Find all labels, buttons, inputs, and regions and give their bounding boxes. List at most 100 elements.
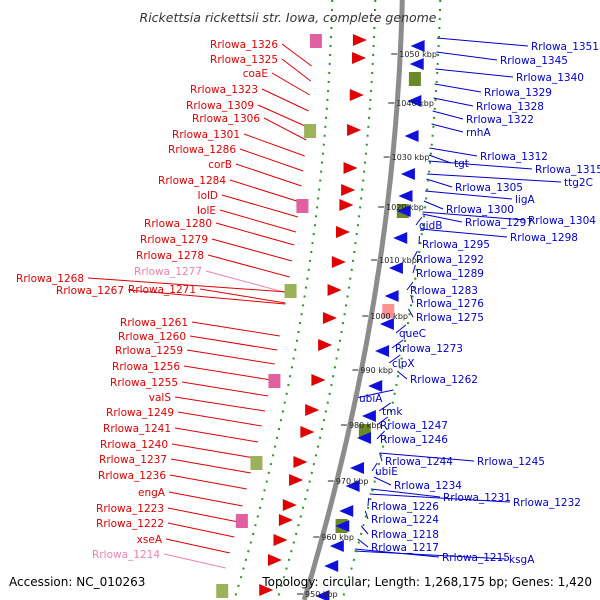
gene-label-right[interactable]: Rrlowa_1217 xyxy=(371,542,439,554)
gene-label-left[interactable]: Rrlowa_1284 xyxy=(158,175,226,187)
gene-label-left[interactable]: Rrlowa_1301 xyxy=(172,129,240,141)
gene-label-left[interactable]: xseA xyxy=(137,534,163,546)
gene-label-right[interactable]: Rrlowa_1247 xyxy=(380,420,448,432)
gene-label-left[interactable]: Rrlowa_1268 xyxy=(16,273,84,285)
gene-label-right[interactable]: Rrlowa_1232 xyxy=(513,497,581,509)
gene-label-right[interactable]: Rrlowa_1226 xyxy=(371,501,439,513)
gene-label-right[interactable]: Rrlowa_1315 xyxy=(535,164,600,176)
gene-label-left[interactable]: engA xyxy=(138,487,166,499)
right-label-connector xyxy=(424,190,513,200)
right-label-connector xyxy=(412,250,418,260)
accession-text: Accession: NC_010263 xyxy=(9,575,145,589)
gene-label-left[interactable]: Rrlowa_1236 xyxy=(98,470,166,482)
gene-label-right[interactable]: Rrlowa_1218 xyxy=(371,529,439,541)
gene-label-right[interactable]: Rrlowa_1262 xyxy=(410,374,478,386)
gene-label-right[interactable]: Rrlowa_1273 xyxy=(395,343,463,355)
gene-label-left[interactable]: Rrlowa_1323 xyxy=(190,84,258,96)
gene-label-right[interactable]: Rrlowa_1246 xyxy=(380,434,448,446)
left-label-connector xyxy=(168,491,243,507)
gene-label-left[interactable]: Rrlowa_1261 xyxy=(120,317,188,329)
right-label-connector xyxy=(426,173,562,183)
left-label-connector xyxy=(219,209,297,233)
left-label-connector xyxy=(281,58,312,82)
forward-gene-arrow xyxy=(341,184,356,196)
gene-label-right[interactable]: Rrlowa_1305 xyxy=(455,182,523,194)
gene-label-left[interactable]: Rrlowa_1214 xyxy=(92,549,160,561)
gene-label-right[interactable]: Rrlowa_1295 xyxy=(422,239,490,251)
gene-label-right[interactable]: Rrlowa_1292 xyxy=(416,254,484,266)
forward-gene-arrow xyxy=(349,89,364,101)
gene-label-left[interactable]: IolE xyxy=(197,205,216,217)
forward-gene-arrow xyxy=(311,374,326,386)
gene-label-left[interactable]: Rrlowa_1267 xyxy=(56,285,124,297)
gene-label-left[interactable]: Rrlowa_1241 xyxy=(103,423,171,435)
gene-label-left[interactable]: Rrlowa_1222 xyxy=(96,518,164,530)
forward-gene-arrow xyxy=(327,284,342,296)
gene-label-right[interactable]: Rrlowa_1224 xyxy=(371,514,439,526)
gene-label-left[interactable]: Rrlowa_1286 xyxy=(168,144,236,156)
gene-label-left[interactable]: Rrlowa_1259 xyxy=(115,345,183,357)
gene-label-right[interactable]: Rrlowa_1276 xyxy=(416,298,484,310)
gene-label-right[interactable]: tmk xyxy=(382,406,403,418)
right-label-connector xyxy=(412,264,416,274)
gene-label-left[interactable]: IolD xyxy=(197,190,218,202)
gene-label-left[interactable]: Rrlowa_1309 xyxy=(186,100,254,112)
gene-label-right[interactable]: Rrlowa_1275 xyxy=(416,312,484,324)
gene-label-right[interactable]: ubiE xyxy=(375,466,398,478)
gene-label-right[interactable]: Rrlowa_1244 xyxy=(385,456,453,468)
gene-label-right[interactable]: Rrlowa_1304 xyxy=(528,215,596,227)
gene-label-left[interactable]: Rrlowa_1279 xyxy=(140,234,208,246)
right-label-connector xyxy=(369,493,511,503)
gene-label-left[interactable]: coaE xyxy=(243,68,268,80)
gene-label-left[interactable]: Rrlowa_1255 xyxy=(110,377,178,389)
gene-features xyxy=(216,34,425,600)
gene-label-right[interactable]: tgt xyxy=(454,158,469,170)
gene-label-right[interactable]: ksgA xyxy=(509,554,535,566)
gene-label-left[interactable]: Rrlowa_1237 xyxy=(99,454,167,466)
cog-category-block xyxy=(216,584,229,598)
gene-label-right[interactable]: Rrlowa_1297 xyxy=(465,217,533,229)
gene-label-left[interactable]: corB xyxy=(208,159,232,171)
gene-label-left[interactable]: Rrlowa_1256 xyxy=(112,361,180,373)
gene-label-left[interactable]: Rrlowa_1280 xyxy=(144,218,212,230)
right-label-connector xyxy=(379,452,383,462)
gene-label-left[interactable]: Rrlowa_1240 xyxy=(100,439,168,451)
gene-label-left[interactable]: Rrlowa_1223 xyxy=(96,503,164,515)
gene-label-right[interactable]: Rrlowa_1289 xyxy=(416,268,484,280)
gene-label-left[interactable]: valS xyxy=(149,392,172,404)
gene-label-right[interactable]: Rrlowa_1345 xyxy=(500,55,568,67)
gene-label-right[interactable]: Rrlowa_1340 xyxy=(516,72,584,84)
gene-label-left[interactable]: Rrlowa_1306 xyxy=(192,113,260,125)
gene-label-left[interactable]: Rrlowa_1278 xyxy=(136,250,204,262)
gene-label-right[interactable]: Rrlowa_1328 xyxy=(476,101,544,113)
gene-label-left[interactable]: Rrlowa_1326 xyxy=(210,39,278,51)
gene-label-right[interactable]: Rrlowa_1215 xyxy=(442,552,510,564)
left-label-connector xyxy=(183,365,272,381)
gene-label-right[interactable]: Rrlowa_1351 xyxy=(531,41,599,53)
gene-label-right[interactable]: Rrlowa_1283 xyxy=(410,285,478,297)
gene-label-right[interactable]: gidB xyxy=(419,220,442,232)
gene-label-right[interactable]: rnhA xyxy=(466,127,491,139)
gene-label-right[interactable]: ttg2C xyxy=(564,177,593,189)
forward-gene-arrow xyxy=(343,162,358,174)
gene-label-right[interactable]: clpX xyxy=(392,358,415,370)
gene-label-left[interactable]: Rrlowa_1260 xyxy=(118,331,186,343)
gene-label-right[interactable]: Rrlowa_1245 xyxy=(477,456,545,468)
gene-label-left[interactable]: Rrlowa_1249 xyxy=(106,407,174,419)
gene-label-right[interactable]: Rrlowa_1312 xyxy=(480,151,548,163)
gene-label-left[interactable]: Rrlowa_1325 xyxy=(210,54,278,66)
gene-label-left[interactable]: Rrlowa_1271 xyxy=(128,284,196,296)
gene-label-right[interactable]: queC xyxy=(399,328,426,340)
gene-label-right[interactable]: ubiA xyxy=(359,393,383,405)
gene-label-right[interactable]: Rrlowa_1231 xyxy=(443,492,511,504)
gene-label-right[interactable]: Rrlowa_1234 xyxy=(394,480,462,492)
right-label-connector xyxy=(426,178,453,188)
gene-label-right[interactable]: Rrlowa_1298 xyxy=(510,232,578,244)
gene-label-right[interactable]: Rrlowa_1322 xyxy=(466,114,534,126)
gene-label-right[interactable]: ligA xyxy=(515,194,535,206)
reverse-gene-arrow xyxy=(350,462,365,474)
reverse-gene-arrow xyxy=(315,590,330,600)
gene-label-right[interactable]: Rrlowa_1329 xyxy=(484,87,552,99)
gene-label-right[interactable]: Rrlowa_1300 xyxy=(446,204,514,216)
gene-label-left[interactable]: Rrlowa_1277 xyxy=(134,266,202,278)
